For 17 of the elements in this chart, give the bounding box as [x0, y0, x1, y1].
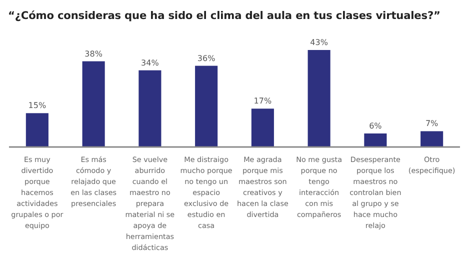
bar	[138, 70, 162, 147]
data-label: 43%	[310, 38, 328, 47]
data-label: 17%	[254, 96, 272, 106]
bar	[26, 113, 48, 147]
data-label: 38%	[84, 49, 103, 58]
bar	[251, 108, 274, 147]
bar	[420, 131, 444, 147]
bar	[308, 50, 330, 147]
data-label: 34%	[141, 58, 160, 68]
data-label: 7%	[425, 119, 439, 128]
chart-title: “¿Cómo consideras que ha sido el clima del aula en tus clases virtuales?”	[8, 10, 440, 22]
data-label: 6%	[369, 121, 382, 130]
bar	[364, 133, 387, 147]
bar	[82, 61, 105, 147]
bar	[195, 66, 218, 147]
data-label: 15%	[28, 101, 46, 110]
data-label: 36%	[197, 54, 216, 63]
